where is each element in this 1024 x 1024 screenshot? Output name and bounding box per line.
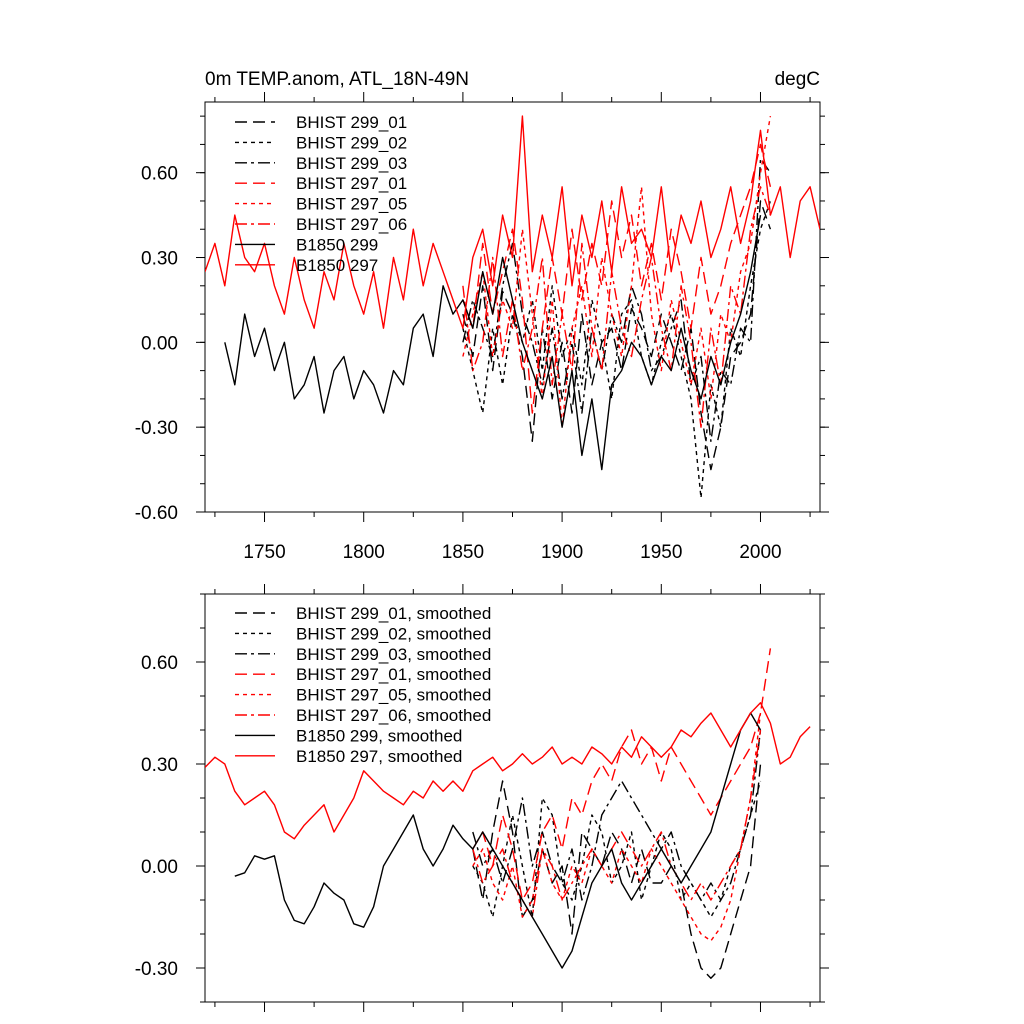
y-tick-label: 0.00 bbox=[141, 857, 178, 878]
y-tick-label: 0.60 bbox=[141, 653, 178, 674]
top-panel: 0m TEMP.anom, ATL_18N-49N degC -0.60 -0.3… bbox=[135, 69, 829, 563]
series-line bbox=[224, 214, 762, 471]
x-tick-label: 1800 bbox=[343, 542, 385, 563]
y-tick-label: -0.60 bbox=[135, 503, 178, 524]
y-tick-label: -0.30 bbox=[135, 959, 178, 980]
series-line bbox=[472, 712, 762, 942]
legend-label: BHIST 299_02, smoothed bbox=[296, 624, 491, 643]
series-group bbox=[205, 115, 820, 499]
series-line bbox=[234, 712, 762, 969]
legend-label: B1850 299 bbox=[296, 235, 378, 254]
series-line bbox=[472, 648, 772, 901]
y-tick-label: 0.60 bbox=[141, 164, 178, 185]
legend-label: BHIST 297_01 bbox=[296, 174, 407, 193]
series-line bbox=[472, 780, 762, 918]
series-line bbox=[462, 200, 772, 471]
legend-label: BHIST 299_02 bbox=[296, 133, 407, 152]
legend-label: BHIST 299_01 bbox=[296, 113, 407, 132]
series-line bbox=[472, 729, 762, 901]
x-tick-label: 1850 bbox=[442, 542, 484, 563]
x-tick-label: 1950 bbox=[640, 542, 682, 563]
legend-label: B1850 299, smoothed bbox=[296, 726, 462, 745]
legend-label: BHIST 297_06, smoothed bbox=[296, 706, 491, 725]
series-group bbox=[205, 648, 811, 979]
chart-title: 0m TEMP.anom, ATL_18N-49N bbox=[205, 69, 469, 90]
series-line bbox=[205, 115, 820, 329]
y-tick-label: 0.30 bbox=[141, 755, 178, 776]
series-line bbox=[205, 702, 811, 840]
y-tick-label: 0.00 bbox=[141, 333, 178, 354]
series-line bbox=[462, 200, 772, 499]
series-line bbox=[462, 186, 772, 428]
x-tick-label: 1900 bbox=[541, 542, 583, 563]
legend-label: BHIST 297_05 bbox=[296, 195, 407, 214]
legend-label: BHIST 297_01, smoothed bbox=[296, 665, 491, 684]
x-tick-label: 2000 bbox=[739, 542, 781, 563]
legend-label: BHIST 299_03 bbox=[296, 154, 407, 173]
units-label: degC bbox=[775, 69, 820, 90]
legend-label: BHIST 297_06 bbox=[296, 215, 407, 234]
legend-label: BHIST 299_01, smoothed bbox=[296, 604, 491, 623]
legend-label: BHIST 297_05, smoothed bbox=[296, 686, 491, 705]
y-tick-label: -0.30 bbox=[135, 418, 178, 439]
series-line bbox=[462, 115, 772, 428]
series-line bbox=[472, 763, 762, 979]
legend-label: B1850 297 bbox=[296, 256, 378, 275]
y-tick-label: 0.30 bbox=[141, 249, 178, 270]
legend-label: BHIST 299_03, smoothed bbox=[296, 645, 491, 664]
series-line bbox=[462, 157, 771, 442]
legend-label: B1850 297, smoothed bbox=[296, 747, 462, 766]
x-tick-label: 1750 bbox=[243, 542, 285, 563]
